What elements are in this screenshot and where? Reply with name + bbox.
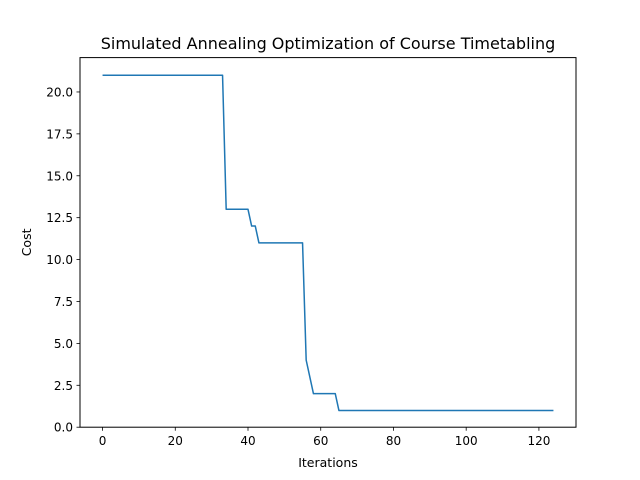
y-tick-label: 10.0 <box>46 253 73 267</box>
x-tick-label: 20 <box>168 434 183 448</box>
y-tick-label: 5.0 <box>54 337 73 351</box>
series-line <box>102 74 554 412</box>
y-axis-label: Cost <box>19 228 34 256</box>
x-tick-label: 100 <box>455 434 478 448</box>
y-tick-label: 15.0 <box>46 169 73 183</box>
chart-title: Simulated Annealing Optimization of Cour… <box>101 34 556 53</box>
x-tick-label: 80 <box>386 434 401 448</box>
x-tick-label: 40 <box>240 434 255 448</box>
x-tick-label: 0 <box>99 434 107 448</box>
plot-area <box>102 74 554 412</box>
y-tick-label: 7.5 <box>54 295 73 309</box>
x-tick-label: 60 <box>313 434 328 448</box>
y-tick-label: 0.0 <box>54 421 73 435</box>
y-tick-label: 12.5 <box>46 211 73 225</box>
x-axis-label: Iterations <box>298 455 358 470</box>
plot-frame <box>79 57 577 428</box>
y-tick-label: 20.0 <box>46 85 73 99</box>
y-tick-label: 17.5 <box>46 127 73 141</box>
y-tick-label: 2.5 <box>54 379 73 393</box>
axis-ticks: 0 20 40 60 80 100 120 0.0 2.5 5.0 7.5 10.0 12.5 15.0 1… <box>46 85 550 448</box>
x-tick-label: 120 <box>527 434 550 448</box>
